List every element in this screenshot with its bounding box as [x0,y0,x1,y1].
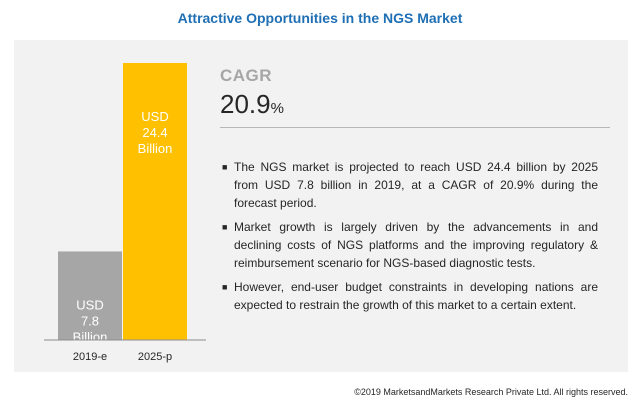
bar-value-label: Billion [73,329,108,344]
highlight-item: ■ The NGS market is projected to reach US… [222,158,598,212]
bar-value-label: USD [76,297,103,312]
cagr-label: CAGR [220,66,273,85]
bar-2025-p [123,63,187,340]
copyright-notice: ©2019 MarketsandMarkets Research Private… [354,387,628,397]
bullet-marker: ■ [222,222,228,232]
bullet-marker: ■ [222,282,228,292]
cagr-divider [220,127,610,128]
bar-value-label: 24.4 [142,125,167,140]
bar-value-label: USD [141,109,168,124]
bar-value-label: 7.8 [81,313,99,328]
cagr-unit: % [270,100,284,117]
bar-2019-e [58,251,122,340]
highlight-item: ■ Market growth is largely driven by the … [222,218,598,272]
highlights-list: ■ The NGS market is projected to reach US… [222,158,598,320]
highlight-text: The NGS market is projected to reach USD… [234,160,598,210]
bullet-marker: ■ [222,162,228,172]
highlight-text: Market growth is largely driven by the a… [234,220,598,270]
highlight-item: ■ However, end-user budget constraints in… [222,278,598,314]
x-tick-label: 2025-p [138,351,172,363]
highlight-text: However, end-user budget constraints in … [234,280,598,312]
cagr-number: 20.9 [220,89,271,119]
cagr-value: 20.9% [220,89,284,120]
bar-value-label: Billion [138,141,173,156]
page-title: Attractive Opportunities in the NGS Mark… [177,10,463,26]
x-tick-label: 2019-e [73,351,107,363]
